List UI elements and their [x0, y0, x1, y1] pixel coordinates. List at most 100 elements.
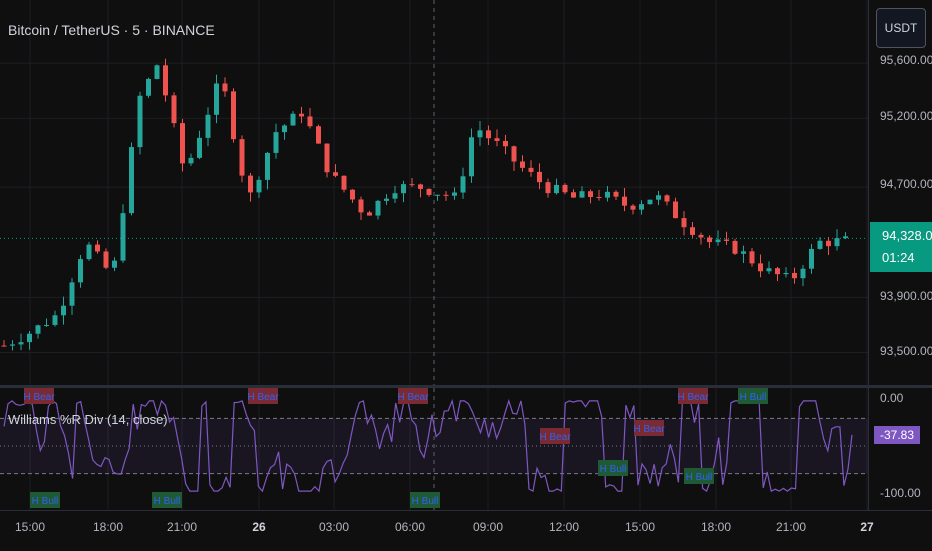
- candle-body: [664, 195, 670, 202]
- bull-divergence-tag: H Bull: [740, 392, 767, 403]
- bear-divergence-tag: H Bear: [539, 432, 571, 443]
- candle-body: [732, 240, 738, 254]
- candle-body: [707, 237, 712, 243]
- candle-body: [239, 139, 245, 176]
- candle-body: [511, 146, 517, 162]
- candle-body: [154, 65, 160, 79]
- candle-body: [579, 191, 585, 198]
- bull-divergence-tag-bg: [738, 388, 768, 404]
- time-tick: 09:00: [472, 520, 504, 534]
- candle-body: [630, 205, 636, 210]
- candle-body: [214, 83, 219, 115]
- candle-body: [1, 345, 7, 347]
- currency-button[interactable]: USDT: [876, 8, 926, 48]
- bear-divergence-tag: H Bear: [633, 424, 665, 435]
- candle-body: [358, 199, 364, 213]
- pane-separator[interactable]: [0, 385, 932, 388]
- price-chart-pane[interactable]: [0, 0, 868, 385]
- candle-body: [843, 236, 848, 239]
- candle-body: [418, 184, 423, 189]
- candle-body: [766, 268, 772, 272]
- candle-body: [248, 175, 253, 193]
- candle-body: [749, 251, 755, 264]
- time-tick: 15:00: [624, 520, 656, 534]
- indicator-axis[interactable]: [868, 388, 932, 510]
- candle-body: [452, 192, 457, 196]
- candle-body: [724, 239, 729, 241]
- candle-body: [95, 244, 100, 252]
- price-tick: 94,700.00: [880, 177, 932, 191]
- bear-divergence-tag-bg: [678, 388, 708, 404]
- time-tick: 12:00: [548, 520, 580, 534]
- symbol-title: Bitcoin / TetherUS · 5 · BINANCE: [8, 22, 215, 38]
- bull-divergence-tag-bg: [684, 468, 714, 484]
- price-tick: 93,900.00: [880, 289, 932, 303]
- candle-body: [622, 196, 627, 206]
- candle-body: [486, 130, 491, 139]
- candle-body: [401, 184, 406, 194]
- candle-body: [299, 113, 304, 117]
- indicator-pane[interactable]: H Bear H Bear H Bear H Bear H Bear H Bear H Bu…: [0, 388, 868, 510]
- time-tick: 21:00: [166, 520, 198, 534]
- price-tick: 95,600.00: [880, 53, 932, 67]
- bull-divergence-tag: H Bull: [154, 496, 181, 507]
- candle-body: [146, 78, 151, 96]
- candle-body: [826, 240, 831, 247]
- indicator-title[interactable]: Williams %R Div (14, close): [8, 412, 168, 427]
- candle-body: [384, 198, 389, 201]
- candle-body: [78, 259, 83, 283]
- price-axis[interactable]: [868, 0, 932, 385]
- bear-divergence-tag: H Bear: [677, 392, 709, 403]
- candle-body: [197, 137, 202, 158]
- candle-body: [741, 251, 746, 254]
- candle-body: [188, 157, 194, 164]
- candle-body: [520, 161, 525, 168]
- candle-body: [758, 263, 763, 272]
- candle-body: [426, 188, 432, 195]
- bull-divergence-tag-bg: [598, 460, 628, 476]
- bear-divergence-tag-bg: [398, 388, 428, 404]
- candle-body: [775, 268, 780, 275]
- candle-body: [163, 65, 168, 96]
- time-tick: 03:00: [318, 520, 350, 534]
- candle-body: [316, 126, 321, 144]
- indicator-current-value: -37.83: [874, 426, 920, 444]
- candle-body: [562, 184, 568, 193]
- bear-divergence-tag-bg: [634, 420, 664, 436]
- indicator-tick: -100.00: [880, 486, 921, 500]
- candle-body: [537, 171, 542, 183]
- candle-body: [494, 138, 500, 141]
- candle-body: [817, 240, 823, 249]
- candle-body: [834, 238, 840, 247]
- candle-body: [137, 95, 143, 148]
- bear-divergence-tag-bg: [248, 388, 278, 404]
- candle-countdown: 01:24: [882, 250, 915, 265]
- candle-body: [469, 137, 474, 177]
- candle-body: [588, 191, 593, 198]
- time-axis[interactable]: [0, 510, 932, 551]
- time-tick: 26: [252, 520, 266, 534]
- indicator-canvas[interactable]: H Bear H Bear H Bear H Bear H Bear H Bear H Bu…: [0, 388, 868, 510]
- candle-body: [681, 218, 687, 228]
- current-price-tag: 94,328.00 01:24: [870, 222, 932, 272]
- candle-body: [61, 305, 66, 316]
- candle-body: [120, 213, 126, 261]
- candle-body: [571, 192, 576, 198]
- time-tick: 06:00: [394, 520, 426, 534]
- candle-body: [656, 195, 661, 200]
- candle-body: [605, 191, 610, 198]
- candle-body: [350, 189, 355, 200]
- candle-body: [341, 175, 347, 190]
- candle-body: [792, 272, 797, 279]
- price-chart-canvas[interactable]: [0, 0, 868, 385]
- candle-body: [783, 272, 789, 275]
- candle-body: [333, 172, 338, 176]
- candle-body: [282, 125, 287, 133]
- candle-body: [545, 182, 551, 194]
- candle-body: [715, 239, 721, 243]
- candle-body: [690, 227, 695, 235]
- candle-body: [231, 91, 236, 140]
- price-tick: 93,500.00: [880, 344, 932, 358]
- candle-body: [375, 200, 381, 216]
- candle-body: [290, 113, 296, 126]
